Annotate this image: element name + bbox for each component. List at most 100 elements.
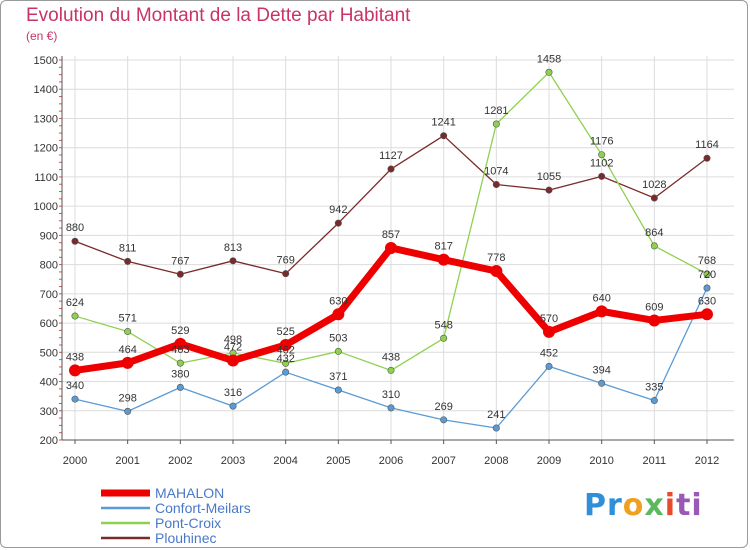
data-point xyxy=(69,364,81,377)
y-tick-label: 700 xyxy=(40,289,58,301)
data-point xyxy=(229,402,237,410)
y-tick-label: 900 xyxy=(40,230,58,242)
data-label: 778 xyxy=(487,252,505,264)
data-point xyxy=(440,416,448,424)
data-point xyxy=(334,347,342,355)
data-point xyxy=(387,404,395,412)
logo-part: Pr xyxy=(584,488,623,523)
data-label: 768 xyxy=(698,255,716,267)
y-tick-label: 1400 xyxy=(34,84,58,96)
x-tick-label: 2009 xyxy=(537,455,561,467)
data-point xyxy=(282,368,290,376)
data-point xyxy=(703,154,711,162)
data-point xyxy=(545,362,553,370)
data-point xyxy=(121,356,134,369)
logo-part: ti xyxy=(676,488,703,523)
data-label: 380 xyxy=(171,368,189,380)
data-label: 767 xyxy=(171,255,189,267)
data-label: 769 xyxy=(276,255,294,267)
data-label: 452 xyxy=(540,347,558,359)
data-point xyxy=(440,132,448,140)
data-point xyxy=(387,366,395,374)
y-tick-label: 1000 xyxy=(34,201,58,213)
x-tick-label: 2008 xyxy=(484,455,508,467)
data-label: 1164 xyxy=(695,139,719,151)
x-tick-label: 2006 xyxy=(379,455,403,467)
data-point xyxy=(648,314,661,327)
chart-subtitle: (en €) xyxy=(26,29,58,43)
data-point xyxy=(543,325,555,338)
data-label: 857 xyxy=(382,229,400,241)
data-point xyxy=(71,395,79,403)
x-tick-label: 2012 xyxy=(695,455,719,467)
y-tick-label: 1200 xyxy=(34,143,58,155)
data-label: 463 xyxy=(171,344,189,356)
legend-label: Plouhinec xyxy=(155,530,217,546)
data-label: 432 xyxy=(276,353,294,365)
legend-label: Confort-Meilars xyxy=(155,500,251,516)
x-tick-label: 2003 xyxy=(221,455,245,467)
y-tick-label: 300 xyxy=(40,406,58,418)
data-label: 1127 xyxy=(379,150,403,162)
data-label: 438 xyxy=(382,351,400,363)
y-tick-label: 200 xyxy=(40,435,58,447)
series-lines xyxy=(69,68,713,432)
data-point xyxy=(650,242,658,250)
data-label: 1281 xyxy=(484,105,508,117)
logo-part: x xyxy=(644,488,665,523)
x-tick-label: 2002 xyxy=(168,455,192,467)
data-label: 609 xyxy=(645,301,663,313)
data-label: 811 xyxy=(119,242,137,254)
data-label: 548 xyxy=(434,319,452,331)
data-point xyxy=(71,237,79,245)
data-point xyxy=(492,181,500,189)
data-point xyxy=(545,68,553,76)
data-point xyxy=(598,172,606,180)
y-tick-label: 400 xyxy=(40,377,58,389)
data-point xyxy=(279,339,292,351)
data-label: 340 xyxy=(66,380,84,392)
data-point xyxy=(387,165,395,173)
data-label: 880 xyxy=(66,222,84,234)
data-label: 525 xyxy=(276,326,294,338)
data-label: 1028 xyxy=(642,179,666,191)
data-label: 640 xyxy=(592,292,610,304)
data-point xyxy=(595,305,608,318)
data-point xyxy=(490,265,503,278)
data-point xyxy=(385,241,397,254)
data-label: 316 xyxy=(224,387,242,399)
data-label: 570 xyxy=(540,313,558,325)
data-point xyxy=(174,337,187,350)
data-label: 472 xyxy=(224,341,242,353)
data-label: 371 xyxy=(329,371,347,383)
legend-label: MAHALON xyxy=(155,485,224,501)
data-label: 720 xyxy=(698,269,716,281)
data-point xyxy=(282,359,290,367)
data-point xyxy=(440,334,448,342)
legend-label: Pont-Croix xyxy=(155,515,221,531)
y-tick-label: 600 xyxy=(40,318,58,330)
data-point xyxy=(334,386,342,394)
data-label: 630 xyxy=(698,295,716,307)
data-label: 817 xyxy=(434,241,452,253)
logo-part: i xyxy=(664,488,677,523)
data-point xyxy=(227,354,239,367)
data-label: 624 xyxy=(66,297,84,309)
data-point xyxy=(176,359,184,367)
data-point xyxy=(282,270,290,278)
y-tick-label: 500 xyxy=(40,347,58,359)
data-point xyxy=(598,379,606,387)
y-tick-label: 1100 xyxy=(34,172,58,184)
legend: MAHALONConfort-MeilarsPont-CroixPlouhine… xyxy=(101,485,251,546)
data-point xyxy=(701,308,713,321)
data-label: 571 xyxy=(118,313,136,325)
data-point xyxy=(229,257,237,265)
data-point xyxy=(176,270,184,278)
x-tick-label: 2011 xyxy=(643,455,667,467)
data-point xyxy=(334,219,342,227)
proxiti-logo: Proxiti xyxy=(584,488,703,523)
data-point xyxy=(71,312,79,320)
data-label: 529 xyxy=(171,325,189,337)
data-labels: 438 464 529 472 525 630 857 817 778 570 640 609 630 3… xyxy=(66,53,719,421)
